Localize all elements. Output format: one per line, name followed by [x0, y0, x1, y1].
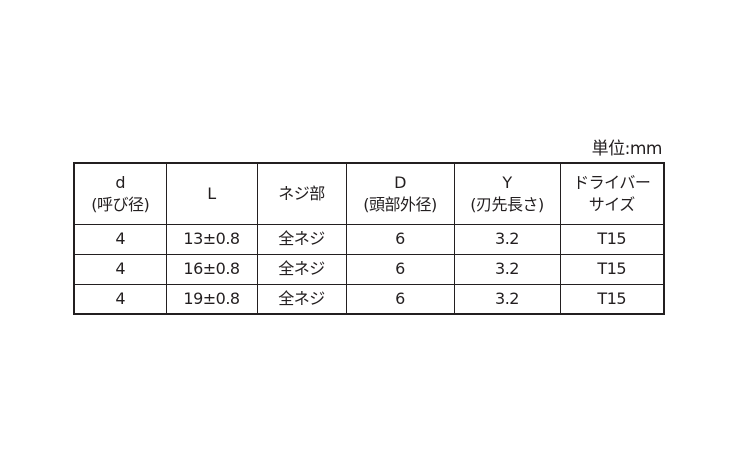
header-line2: (刃先長さ) [470, 194, 544, 214]
table-cell: 3.2 [453, 283, 561, 315]
table-row: 4 13±0.8 全ネジ 6 3.2 T15 [73, 223, 665, 255]
header-line1: Y [502, 172, 512, 192]
table-cell: 16±0.8 [165, 253, 258, 285]
header-cell: L [165, 162, 258, 225]
header-line1: ドライバー [573, 172, 651, 192]
table-row: 4 19±0.8 全ネジ 6 3.2 T15 [73, 283, 665, 315]
header-line1: ネジ部 [278, 183, 325, 203]
table-cell: 3.2 [453, 223, 561, 255]
header-cell: D (頭部外径) [345, 162, 455, 225]
table-cell: 全ネジ [256, 283, 347, 315]
spec-table: d (呼び径) L ネジ部 D (頭部外径) Y (刃先長さ) ドライバー サイズ 4 13±0.8… [73, 162, 665, 315]
header-line1: D [394, 172, 406, 192]
table-cell: T15 [559, 223, 665, 255]
table-cell: T15 [559, 283, 665, 315]
table-cell: 6 [345, 283, 455, 315]
table-cell: 19±0.8 [165, 283, 258, 315]
table-cell: 4 [73, 253, 167, 285]
header-line2: サイズ [588, 194, 636, 214]
header-line1: L [207, 183, 216, 203]
header-cell: ドライバー サイズ [559, 162, 665, 225]
header-cell: ネジ部 [256, 162, 347, 225]
header-line2: (頭部外径) [363, 194, 437, 214]
table-cell: 13±0.8 [165, 223, 258, 255]
header-cell: d (呼び径) [73, 162, 167, 225]
table-row: 4 16±0.8 全ネジ 6 3.2 T15 [73, 253, 665, 285]
table-cell: 6 [345, 253, 455, 285]
header-line1: d [115, 172, 126, 192]
table-cell: 4 [73, 223, 167, 255]
table-header-row: d (呼び径) L ネジ部 D (頭部外径) Y (刃先長さ) ドライバー サイズ [73, 162, 665, 225]
table-cell: 6 [345, 223, 455, 255]
header-line2: (呼び径) [91, 194, 150, 214]
table-cell: 4 [73, 283, 167, 315]
table-cell: T15 [559, 253, 665, 285]
unit-label: 単位:mm [591, 139, 663, 159]
table-cell: 全ネジ [256, 253, 347, 285]
header-cell: Y (刃先長さ) [453, 162, 561, 225]
table-cell: 3.2 [453, 253, 561, 285]
table-cell: 全ネジ [256, 223, 347, 255]
